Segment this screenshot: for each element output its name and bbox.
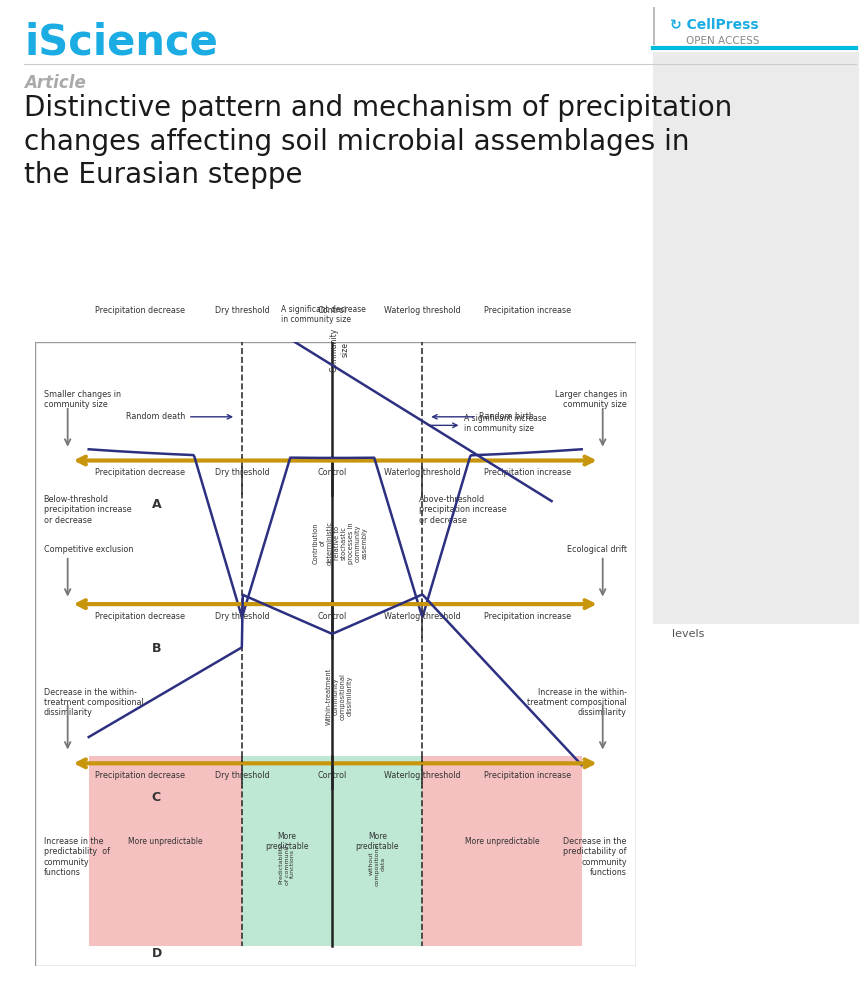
Text: Competitive exclusion: Competitive exclusion [43,545,133,554]
Text: Minjie Xu, Xunzhi
Zhu, Shiping
Chen, ..., Yi Fan,
Xingguo Han,
Ximei Zhang: Minjie Xu, Xunzhi Zhu, Shiping Chen, ...… [671,68,779,156]
Text: The taxonomic
dissimilarity/stochasticity
translated into functional
levels: The taxonomic dissimilarity/stochasticit… [671,587,813,639]
Text: Increase in the
predictability  of
community
functions: Increase in the predictability of commun… [43,836,110,877]
Text: ±30% precipitation
decreased within-
treatment dissimilarity
through competition: ±30% precipitation decreased within- tre… [671,392,799,444]
Text: Waterlog threshold: Waterlog threshold [384,468,461,477]
FancyBboxPatch shape [35,342,636,966]
Text: Larger changes in
community size: Larger changes in community size [554,389,627,409]
Text: ±60% precipitation
increased within-
treatment dissimilarity
through ecological : ±60% precipitation increased within- tre… [671,490,802,542]
Text: Ecological drift: Ecological drift [567,545,627,554]
Text: Dry threshold: Dry threshold [215,305,269,315]
Text: Dry threshold: Dry threshold [215,771,269,780]
Text: Precipitation decrease: Precipitation decrease [95,468,185,477]
Text: Precipitation increase: Precipitation increase [484,611,571,620]
Text: Distinctive pattern and mechanism of precipitation
changes affecting soil microb: Distinctive pattern and mechanism of pre… [24,94,733,189]
Text: Community
size: Community size [330,327,349,372]
Text: iScience: iScience [24,22,218,63]
Text: Precipitation increase: Precipitation increase [484,468,571,477]
Text: Waterlog threshold: Waterlog threshold [384,305,461,315]
Text: A significant decrease
in community size: A significant decrease in community size [281,304,366,324]
Text: Random birth: Random birth [479,412,535,421]
Text: Control: Control [317,468,347,477]
Text: Precipitation decrease: Precipitation decrease [95,771,185,780]
Text: Decrease in the within-
treatment compositional
dissimilarity: Decrease in the within- treatment compos… [43,688,144,717]
Text: Precipitation decrease: Precipitation decrease [95,305,185,315]
Text: More unpredictable: More unpredictable [465,837,539,846]
Text: Control: Control [317,771,347,780]
FancyBboxPatch shape [422,756,581,946]
Text: Below-threshold
precipitation increase
or decrease: Below-threshold precipitation increase o… [43,495,131,524]
Text: More
predictable: More predictable [356,832,399,851]
Text: Precipitation decrease: Precipitation decrease [95,611,185,620]
Text: without
compositional
data: without compositional data [369,841,386,886]
Text: Within-treatment
community
compositional
dissimilarity: Within-treatment community compositional… [326,668,353,724]
Text: Highlights: Highlights [671,273,748,285]
Text: Decrease in the
predictability of
community
functions: Decrease in the predictability of commun… [563,836,627,877]
Text: More
predictable: More predictable [266,832,309,851]
Text: Above-threshold
precipitation increase
or decrease: Above-threshold precipitation increase o… [420,495,507,524]
Text: Predictability
of community
functions: Predictability of community functions [279,841,295,885]
Text: Increase in the within-
treatment compositional
dissimilarity: Increase in the within- treatment compos… [527,688,627,717]
Text: More unpredictable: More unpredictable [128,837,202,846]
Text: A significant increase
in community size: A significant increase in community size [465,414,547,433]
Text: Contribution
of
deterministic
relative to
stochastic
processes in
community
asse: Contribution of deterministic relative t… [313,521,368,565]
Text: Random death: Random death [125,412,185,421]
Text: OPEN ACCESS: OPEN ACCESS [686,36,759,46]
Text: Dry threshold: Dry threshold [215,468,269,477]
Text: B: B [152,641,162,655]
Text: Article: Article [24,74,86,92]
FancyBboxPatch shape [89,756,242,946]
Text: Precipitation increase: Precipitation increase [484,305,571,315]
Text: C: C [152,792,161,805]
Text: Waterlog threshold: Waterlog threshold [384,611,461,620]
Text: zhangximei@caas.cn: zhangximei@caas.cn [671,235,782,245]
Text: D: D [152,947,162,960]
Text: Dry threshold: Dry threshold [215,611,269,620]
Text: A: A [152,497,162,511]
Text: Waterlog threshold: Waterlog threshold [384,771,461,780]
Text: Precipitation increase: Precipitation increase [484,771,571,780]
Text: Control: Control [317,611,347,620]
FancyBboxPatch shape [242,756,422,946]
Text: This study revealed a
distinctive pattern and
mechanism of soil
microbial assemb: This study revealed a distinctive patter… [671,300,798,353]
Text: Smaller changes in
community size: Smaller changes in community size [43,389,120,409]
Text: ↻ CellPress: ↻ CellPress [670,18,759,32]
Text: Control: Control [317,305,347,315]
